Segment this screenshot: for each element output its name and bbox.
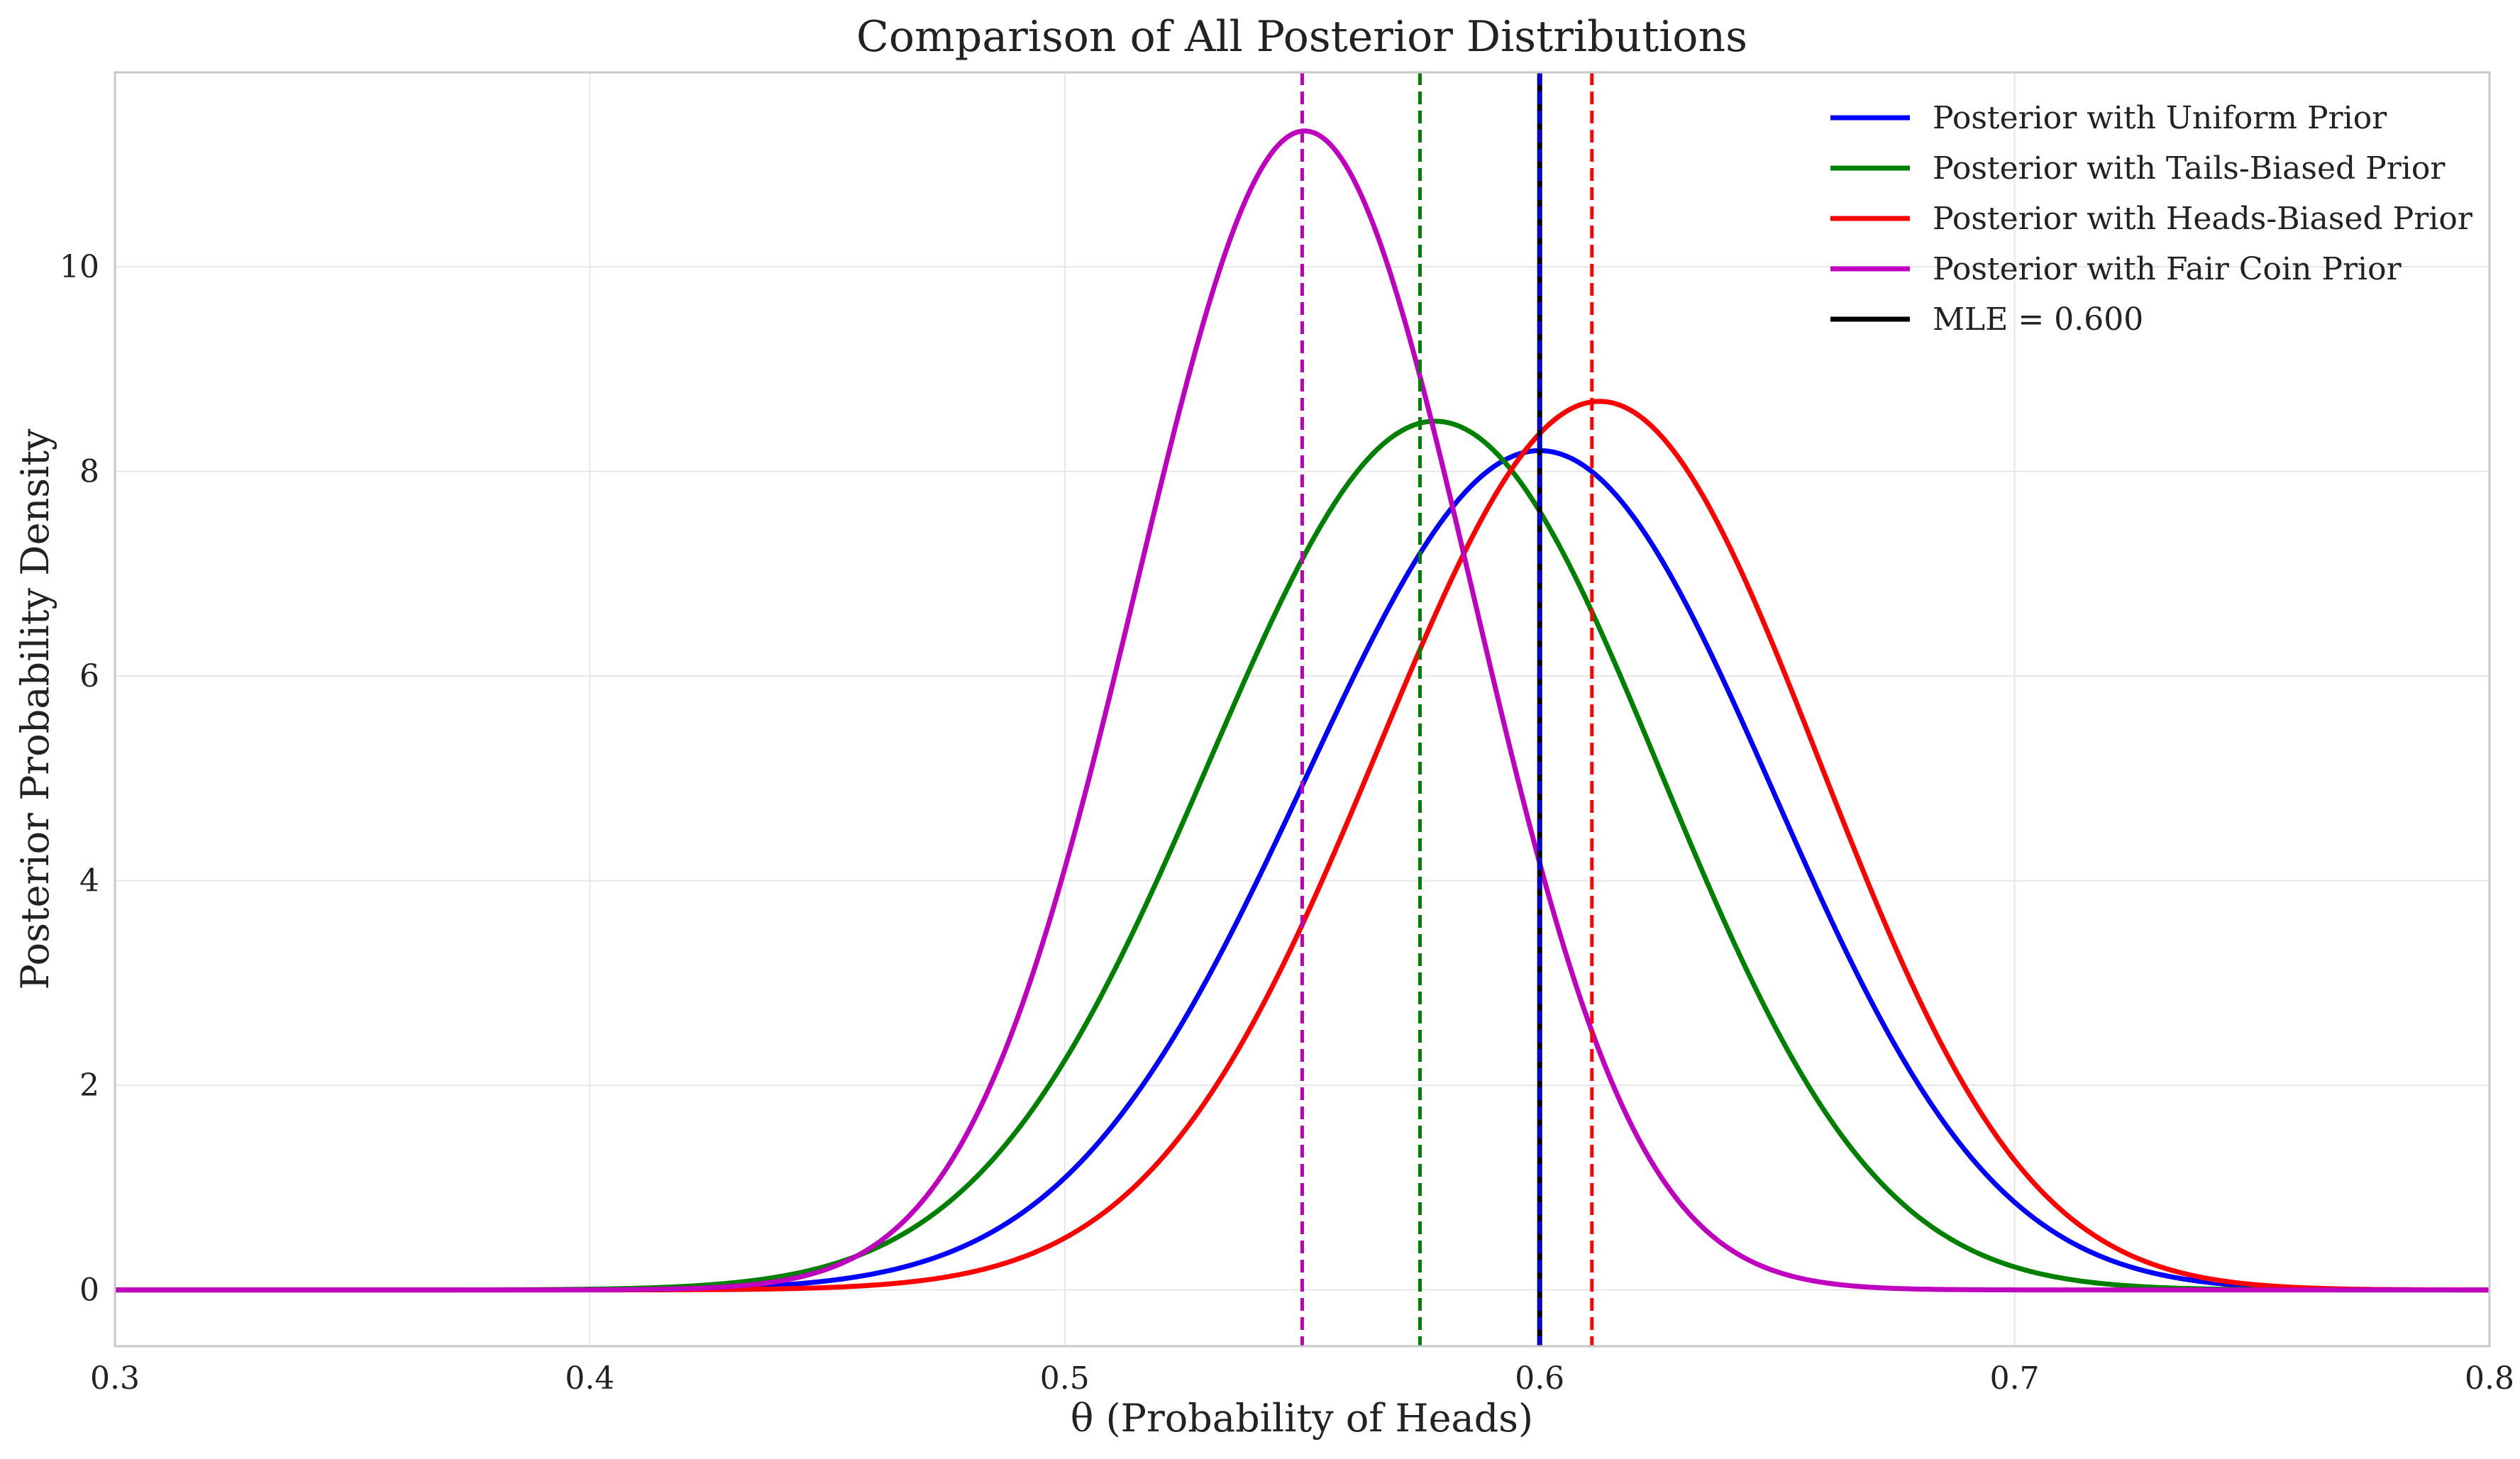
x-tick-label: 0.4 <box>565 1360 614 1397</box>
legend-label: Posterior with Tails-Biased Prior <box>1933 150 2446 187</box>
y-tick-label: 8 <box>79 454 99 490</box>
reference-line-layer <box>1300 72 1594 1346</box>
legend-label: Posterior with Heads-Biased Prior <box>1933 201 2473 237</box>
x-tick-label: 0.3 <box>90 1360 140 1397</box>
plot-frame <box>114 71 2491 1348</box>
x-tick-label: 0.6 <box>1515 1360 1564 1397</box>
y-tick-label: 10 <box>60 249 99 285</box>
legend-label: MLE = 0.600 <box>1933 301 2143 338</box>
tick-label-layer: 0.3 0.4 0.5 0.6 0.7 0.8 0 2 4 6 8 10 <box>60 249 2514 1397</box>
x-tick-label: 0.7 <box>1990 1360 2040 1397</box>
legend: Posterior with Uniform Prior Posterior wi… <box>1830 100 2473 338</box>
y-tick-label: 0 <box>79 1272 99 1309</box>
y-tick-label: 2 <box>79 1067 99 1104</box>
x-axis-label: θ (Probability of Heads) <box>1071 1396 1533 1441</box>
y-tick-label: 6 <box>79 658 99 694</box>
y-axis-label: Posterior Probability Density <box>13 428 57 989</box>
legend-label: Posterior with Fair Coin Prior <box>1933 251 2402 287</box>
x-tick-label: 0.5 <box>1040 1360 1090 1397</box>
legend-label: Posterior with Uniform Prior <box>1933 100 2387 136</box>
x-tick-label: 0.8 <box>2465 1360 2514 1397</box>
y-tick-label: 4 <box>79 863 99 899</box>
chart-title: Comparison of All Posterior Distribution… <box>856 12 1747 62</box>
